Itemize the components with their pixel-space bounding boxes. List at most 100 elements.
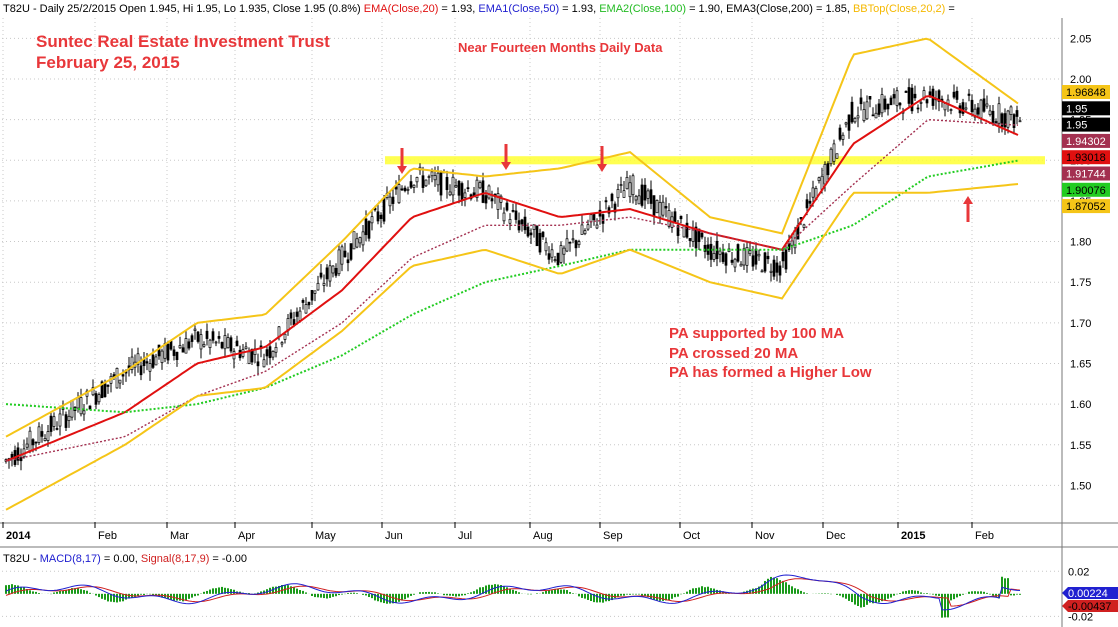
candle-body — [763, 252, 767, 272]
candle-body — [646, 190, 650, 199]
price-tag-bg — [1062, 133, 1110, 148]
candle-body — [115, 367, 119, 389]
signal-label: Signal(8,17,9) — [140, 553, 210, 565]
candle-body — [574, 240, 578, 249]
candle-body — [781, 251, 785, 262]
candle-body — [889, 97, 893, 106]
candle-body — [148, 363, 152, 372]
candle-body — [280, 342, 284, 345]
candle-body — [532, 224, 536, 230]
candle-body — [547, 253, 551, 260]
candle-body — [400, 188, 404, 191]
candle-body — [208, 339, 212, 349]
x-tick-label: Apr — [238, 530, 255, 542]
price-tag-label: 1.96848 — [1066, 87, 1106, 99]
candle-body — [31, 439, 35, 446]
candle-body — [34, 441, 38, 444]
candle-body — [610, 193, 614, 202]
candle-body — [226, 337, 230, 349]
candle-body — [100, 381, 104, 399]
candle-body — [430, 171, 434, 177]
candle-body — [775, 262, 779, 273]
candle-body — [340, 246, 344, 265]
candle-body — [196, 331, 200, 342]
series-line — [5, 95, 1019, 462]
candle-body — [973, 108, 977, 118]
candle-body — [64, 414, 68, 428]
candle-body — [628, 182, 632, 198]
macd-tag-bg — [1062, 600, 1118, 612]
series-line — [5, 183, 1019, 511]
candle-body — [433, 175, 437, 181]
note-20ma: PA crossed 20 MA — [669, 345, 798, 362]
candle-body — [406, 188, 410, 191]
candle-body — [514, 210, 518, 220]
candle-body — [991, 110, 995, 123]
ema50-value: = 1.93, — [559, 3, 600, 15]
candle-body — [43, 438, 47, 441]
candle-body — [49, 415, 53, 432]
candle-body — [619, 184, 623, 186]
candle-body — [214, 341, 218, 344]
price-tag-label: 1.95 — [1066, 120, 1087, 132]
candle-body — [577, 241, 581, 246]
price-tag-label: 1.90076 — [1066, 185, 1106, 197]
macd-header: T82U - MACD(8,17) = 0.00, Signal(8,17,9)… — [3, 553, 247, 565]
candle-body — [928, 91, 932, 97]
candle-body — [538, 233, 542, 253]
candles — [4, 78, 1022, 471]
ema200-value: = 1.85, — [812, 3, 853, 15]
y-tick-label: 1.50 — [1070, 480, 1091, 492]
candle-body — [88, 405, 92, 410]
x-axis: 2014 Feb Mar Apr May Jun Jul Aug Sep Oct Nov Dec 201… — [2, 522, 994, 542]
candle-body — [607, 207, 611, 214]
candle-body — [685, 222, 689, 238]
candle-body — [739, 263, 743, 267]
candle-body — [847, 114, 851, 131]
candle-body — [325, 267, 329, 280]
candle-body — [682, 225, 686, 238]
candle-body — [562, 247, 566, 255]
candle-body — [304, 304, 308, 314]
candle-body — [328, 265, 332, 282]
candle-body — [700, 232, 704, 238]
macd-value: = 0.00, — [100, 553, 141, 565]
candle-body — [478, 182, 482, 189]
indicator-lines — [5, 37, 1019, 511]
candle-body — [658, 202, 662, 218]
candle-body — [568, 241, 572, 244]
candle-body — [19, 457, 23, 462]
candle-body — [985, 103, 989, 107]
y-tick-label: 1.60 — [1070, 399, 1091, 411]
candle-body — [316, 282, 320, 291]
candle-body — [154, 356, 158, 366]
candle-body — [613, 203, 617, 213]
candle-body — [523, 216, 527, 231]
candle-body — [661, 201, 665, 216]
candle-body — [1009, 106, 1013, 115]
candle-body — [295, 311, 299, 317]
candle-body — [919, 101, 923, 104]
candle-body — [247, 351, 251, 365]
candle-body — [184, 338, 188, 354]
candle-body — [361, 231, 365, 246]
macd-sep: - — [29, 553, 40, 565]
x-tick-label: Aug — [533, 530, 553, 542]
candle-body — [1015, 110, 1019, 117]
candle-body — [697, 228, 701, 243]
candle-body — [352, 231, 356, 250]
x-tick-label: Feb — [975, 530, 994, 542]
candle-body — [967, 93, 971, 96]
macd-symbol: T82U — [3, 553, 30, 565]
candle-body — [874, 112, 878, 119]
candle-body — [202, 344, 206, 347]
chart-title-line2: February 25, 2015 — [36, 53, 180, 72]
support-rect — [385, 156, 1045, 165]
candle-body — [40, 431, 44, 437]
candle-body — [631, 175, 635, 196]
candle-body — [556, 252, 560, 266]
candle-body — [289, 312, 293, 319]
candle-body — [370, 216, 374, 224]
candle-body — [481, 180, 485, 203]
